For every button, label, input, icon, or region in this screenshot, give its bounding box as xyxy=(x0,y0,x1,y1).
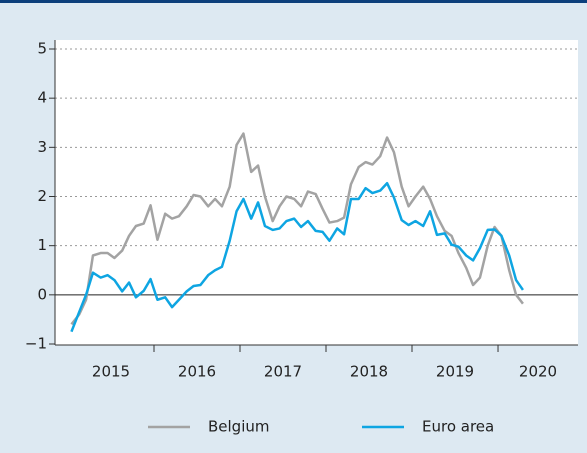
series-line xyxy=(70,132,524,326)
plot-area xyxy=(55,40,578,345)
x-tick-label: 2015 xyxy=(92,363,130,381)
x-tick-label: 2018 xyxy=(350,363,388,381)
top-border xyxy=(0,0,587,3)
x-tick-label: 2017 xyxy=(264,363,302,381)
y-tick-label: 0 xyxy=(37,285,47,303)
x-tick-label: 2019 xyxy=(436,363,474,381)
y-tick-label: 2 xyxy=(37,187,47,205)
y-tick-label: −1 xyxy=(25,335,47,353)
series-line xyxy=(70,181,524,333)
y-tick-label: 4 xyxy=(37,89,47,107)
x-tick-label: 2020 xyxy=(519,363,557,381)
y-tick-label: 5 xyxy=(37,40,47,58)
x-tick-label: 2016 xyxy=(178,363,216,381)
y-tick-label: 3 xyxy=(37,138,47,156)
legend-label: Belgium xyxy=(208,418,270,436)
y-tick-label: 1 xyxy=(37,236,47,254)
legend-label: Euro area xyxy=(422,418,494,436)
